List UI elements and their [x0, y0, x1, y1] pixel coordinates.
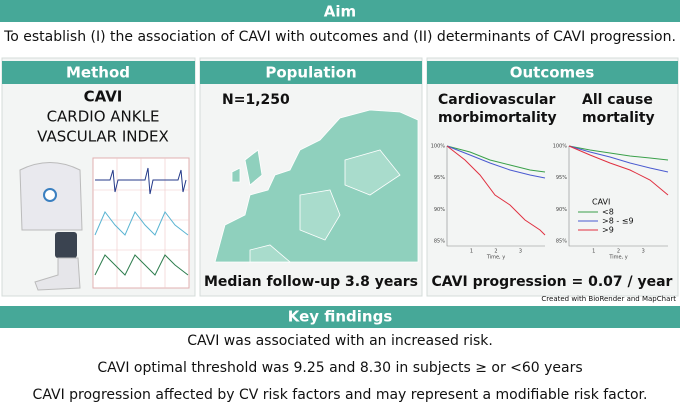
aim-bar	[0, 0, 680, 22]
findings-title: Key findings	[288, 308, 393, 326]
plot-axes	[568, 146, 668, 247]
outcomes-bar	[427, 61, 678, 84]
plot-title: All cause	[582, 92, 653, 108]
plot-y-label: 95%	[434, 175, 445, 181]
patient-illustration	[19, 162, 83, 291]
plot-x-label: 2	[494, 249, 497, 255]
plot-y-label: 85%	[556, 239, 567, 245]
plot-y-label: 90%	[556, 207, 567, 213]
europe-map	[214, 109, 419, 263]
credit: Created with BioRender and MapChart	[541, 295, 676, 303]
plot-x-label: 3	[642, 249, 645, 255]
plot-y-label: 85%	[434, 239, 445, 245]
plot-x-label: 2	[617, 249, 620, 255]
legend-item: >9	[602, 226, 614, 235]
plot-axes	[446, 146, 545, 247]
legend-item: <8	[602, 208, 614, 217]
plot-y-label: 100%	[553, 144, 568, 150]
plot-y-label: 95%	[556, 175, 567, 181]
aim-text: To establish (I) the association of CAVI…	[3, 29, 676, 45]
plot-title: mortality	[582, 110, 655, 126]
plot-x-label: 3	[519, 249, 522, 255]
plot-x-label: 1	[470, 249, 473, 255]
population-bar	[200, 61, 422, 84]
plot-x-title: Time, y	[486, 255, 505, 261]
outcomes-panel	[426, 57, 679, 297]
method-line: CARDIO ANKLE	[47, 108, 160, 126]
survival-curves	[446, 145, 669, 236]
findings-bar	[0, 306, 680, 328]
method-title: Method	[66, 64, 130, 82]
method-abbr: CAVI	[84, 88, 123, 106]
finding: CAVI optimal threshold was 9.25 and 8.30…	[97, 360, 582, 376]
plot-y-label: 90%	[434, 207, 445, 213]
plot-x-title: Time, y	[608, 255, 627, 261]
population-followup: Median follow-up 3.8 years	[204, 274, 418, 290]
plot-title: morbimortality	[438, 110, 557, 126]
finding: CAVI progression affected by CV risk fac…	[33, 387, 648, 403]
legend-item: >8 - ≤9	[602, 217, 634, 226]
method-bar	[2, 61, 195, 84]
plot-y-label: 100%	[431, 144, 446, 150]
population-title: Population	[265, 64, 356, 82]
finding: CAVI was associated with an increased ri…	[187, 333, 493, 349]
outcomes-title: Outcomes	[510, 64, 595, 82]
population-n: N=1,250	[222, 92, 290, 108]
method-line: VASCULAR INDEX	[37, 128, 169, 146]
legend-title: CAVI	[592, 198, 610, 207]
plot-x-label: 1	[592, 249, 595, 255]
ecg-illustration	[92, 157, 190, 289]
aim-title: Aim	[324, 3, 356, 21]
progression: CAVI progression = 0.07 / year	[432, 274, 673, 290]
plot-title: Cardiovascular	[438, 92, 555, 108]
